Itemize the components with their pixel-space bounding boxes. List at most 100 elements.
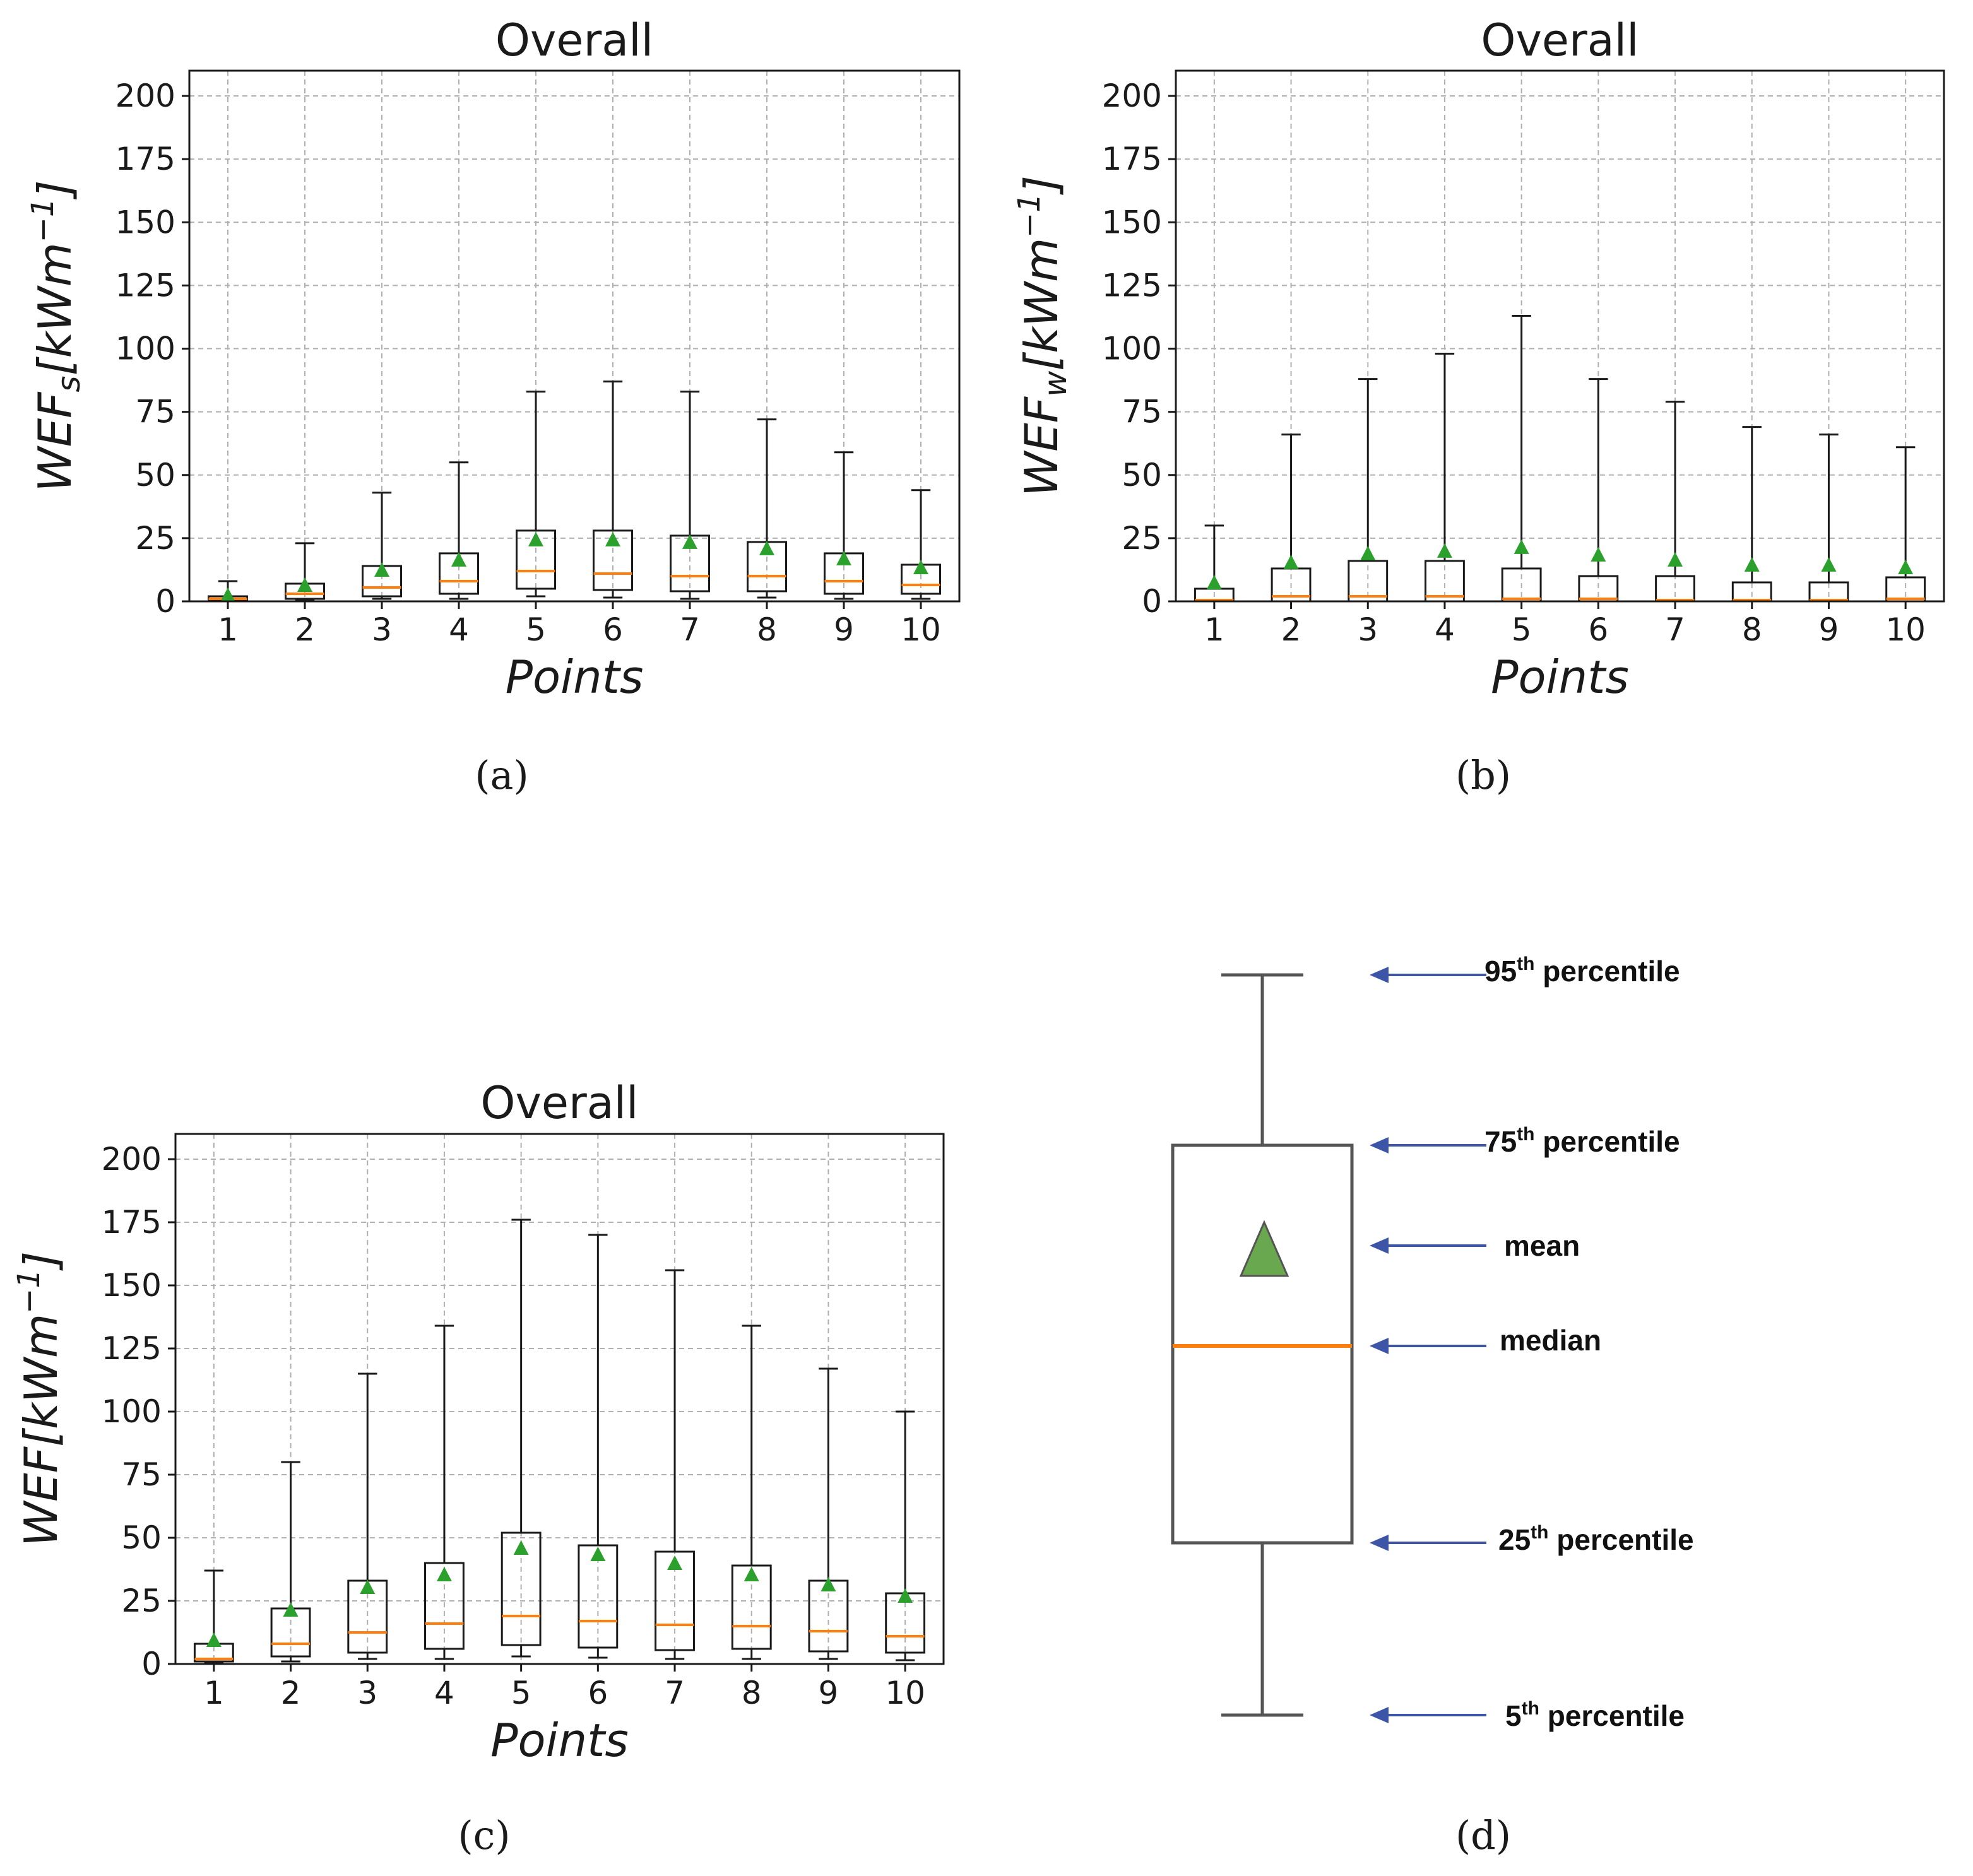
y-tick-label: 100 xyxy=(102,1393,162,1430)
y-tick-label: 200 xyxy=(102,1141,162,1177)
legend-arrow-head xyxy=(1370,1338,1389,1354)
mean-marker xyxy=(374,562,389,577)
mean-marker xyxy=(821,1577,836,1591)
mean-marker xyxy=(297,577,312,592)
mean-marker xyxy=(1668,552,1683,567)
caption-d: (d) xyxy=(1455,1812,1511,1858)
y-tick-label: 50 xyxy=(121,1519,162,1556)
mean-marker xyxy=(1898,559,1914,574)
y-tick-label: 200 xyxy=(116,78,175,114)
panel-b: Overall 0 25 50 75 100 125 150 175 200 1 2 3 4 5 6 7 8 9 10… xyxy=(1012,15,1945,798)
y-axis-label: WEFs[kWm−1] xyxy=(25,180,87,492)
mean-marker xyxy=(513,1540,529,1555)
y-tick-label: 125 xyxy=(102,1330,162,1367)
mean-marker xyxy=(436,1567,452,1581)
legend-label-median: median xyxy=(1500,1324,1601,1357)
x-axis-label: Points xyxy=(490,1714,629,1767)
y-tick-label: 25 xyxy=(135,520,175,557)
chart-title: Overall xyxy=(495,15,653,66)
x-tick-label: 3 xyxy=(372,611,392,648)
y-tick-label: 50 xyxy=(135,457,175,493)
panel-c: Overall 0 25 50 75 100 125 150 175 200 1 2 3 4 5 6 7 8 9 10… xyxy=(11,1077,945,1858)
y-tick-label: 150 xyxy=(102,1267,162,1304)
box-iqr xyxy=(593,529,633,591)
legend-arrow-head xyxy=(1370,1137,1389,1153)
legend-arrow-head xyxy=(1370,967,1389,983)
y-tick-label: 0 xyxy=(155,583,175,620)
x-tick-label: 8 xyxy=(757,611,777,648)
y-tick-label: 50 xyxy=(1122,457,1162,493)
mean-marker xyxy=(360,1579,376,1594)
box-iqr xyxy=(731,1564,772,1650)
x-tick-label: 6 xyxy=(1588,611,1608,648)
x-tick-label: 10 xyxy=(1885,611,1926,648)
plot-frame xyxy=(1175,69,1945,603)
plot-frame xyxy=(188,69,961,603)
y-axis-label: WEFw[kWm−1] xyxy=(1012,175,1074,497)
chart-title: Overall xyxy=(480,1077,638,1129)
x-tick-label: 3 xyxy=(1358,611,1378,648)
x-tick-label: 5 xyxy=(511,1675,531,1711)
x-tick-label: 9 xyxy=(819,1675,839,1711)
panel-a: Overall 0 25 50 75 100 125 150 175 200 1 2 3 4 5 6 7 8 9 10… xyxy=(25,15,961,798)
legend-arrow-head xyxy=(1370,1237,1389,1254)
x-tick-label: 2 xyxy=(295,611,315,648)
panel-caption: (b) xyxy=(1455,752,1511,798)
box-iqr xyxy=(1655,575,1695,603)
x-tick-label: 4 xyxy=(1435,611,1455,648)
y-tick-label: 100 xyxy=(116,331,175,367)
box-iqr xyxy=(655,1550,695,1651)
legend-label-mean: mean xyxy=(1504,1229,1580,1262)
mean-marker xyxy=(1821,557,1837,572)
legend-arrow-head xyxy=(1370,1535,1389,1551)
mean-marker xyxy=(1591,546,1606,562)
mean-marker xyxy=(744,1567,759,1581)
y-tick-label: 25 xyxy=(1122,520,1162,557)
box-iqr xyxy=(1578,575,1619,603)
legend-label-p75: 75th percentile xyxy=(1484,1124,1680,1158)
x-tick-label: 9 xyxy=(834,611,854,648)
box-iqr xyxy=(501,1531,542,1646)
x-tick-label: 6 xyxy=(588,1675,608,1711)
mean-marker xyxy=(590,1547,606,1561)
y-tick-label: 75 xyxy=(135,394,175,430)
y-tick-label: 75 xyxy=(121,1456,162,1493)
legend-arrow-head xyxy=(1370,1707,1389,1723)
x-tick-label: 3 xyxy=(357,1675,377,1711)
x-axis-label: Points xyxy=(1491,651,1629,704)
x-tick-label: 5 xyxy=(526,611,546,648)
y-tick-label: 0 xyxy=(1142,583,1162,620)
mean-marker xyxy=(220,587,235,602)
mean-marker xyxy=(1437,543,1452,558)
mean-marker xyxy=(667,1555,683,1570)
mean-marker xyxy=(528,531,543,546)
y-axis-label: WEF[kWm−1] xyxy=(11,1251,68,1547)
mean-marker xyxy=(898,1588,913,1603)
y-tick-label: 75 xyxy=(1122,394,1162,430)
x-tick-label: 10 xyxy=(885,1675,925,1711)
y-tick-label: 100 xyxy=(1102,331,1162,367)
x-tick-label: 7 xyxy=(665,1675,685,1711)
mean-marker xyxy=(1206,574,1222,589)
y-tick-label: 150 xyxy=(116,204,175,240)
x-tick-label: 7 xyxy=(1665,611,1685,648)
x-tick-label: 6 xyxy=(603,611,623,648)
panel-d-legend: 95th percentile 75th percentile mean med… xyxy=(1171,953,1694,1858)
x-tick-label: 8 xyxy=(1742,611,1762,648)
y-tick-label: 150 xyxy=(1102,204,1162,240)
x-tick-label: 1 xyxy=(1204,611,1224,648)
mean-marker xyxy=(451,552,466,567)
x-tick-label: 1 xyxy=(204,1675,224,1711)
y-tick-label: 125 xyxy=(116,267,175,304)
y-tick-label: 175 xyxy=(102,1204,162,1241)
mean-marker xyxy=(206,1632,222,1647)
legend-mean-marker xyxy=(1239,1220,1289,1277)
box-iqr xyxy=(424,1562,465,1650)
x-tick-label: 4 xyxy=(449,611,469,648)
x-tick-label: 4 xyxy=(434,1675,454,1711)
y-tick-label: 125 xyxy=(1102,267,1162,304)
mean-marker xyxy=(1744,557,1760,572)
mean-marker xyxy=(836,550,851,565)
mean-marker xyxy=(913,559,928,574)
